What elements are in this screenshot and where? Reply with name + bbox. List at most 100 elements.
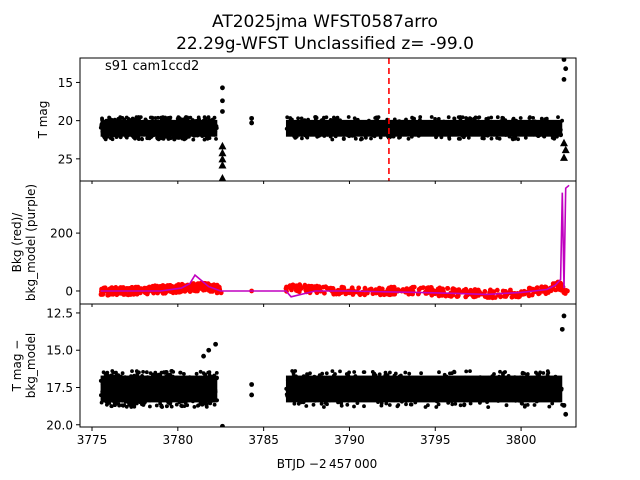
- bottom-point: [547, 387, 551, 392]
- top-point: [147, 120, 152, 124]
- middle-bkg-point: [386, 285, 392, 291]
- bottom-point: [213, 388, 218, 393]
- top-point: [472, 129, 477, 134]
- top-point: [516, 137, 520, 142]
- top-point: [130, 116, 135, 121]
- bottom-point: [129, 374, 133, 378]
- middle-bkg-point: [454, 294, 460, 299]
- bottom-point: [538, 391, 542, 396]
- top-point: [294, 134, 299, 139]
- bottom-point: [337, 392, 342, 397]
- top-y-axis-label: T mag: [36, 101, 50, 140]
- bottom-point: [296, 401, 301, 406]
- top-upper-limit-marker: [218, 160, 227, 169]
- top-point: [346, 133, 350, 138]
- top-point: [495, 136, 499, 140]
- middle-y-tick-label: 200: [50, 227, 73, 241]
- top-point: [447, 136, 452, 141]
- bottom-point: [311, 402, 316, 407]
- bottom-point: [505, 393, 510, 398]
- top-point: [504, 123, 509, 128]
- bottom-point: [344, 372, 349, 376]
- top-point: [351, 124, 356, 129]
- top-point: [503, 133, 508, 137]
- top-point: [152, 131, 156, 136]
- bottom-point: [422, 377, 427, 382]
- bottom-point: [518, 375, 523, 380]
- top-upper-limit-marker: [218, 141, 227, 150]
- bottom-point: [134, 369, 139, 373]
- top-point: [518, 116, 523, 120]
- top-point: [458, 125, 462, 130]
- top-y-tick-label: 25: [58, 152, 73, 166]
- bottom-point: [510, 398, 515, 403]
- top-point: [285, 115, 290, 120]
- bottom-point: [482, 395, 486, 400]
- bottom-point: [185, 381, 190, 386]
- bottom-point: [169, 381, 174, 386]
- top-point: [124, 134, 128, 139]
- top-point: [483, 129, 487, 134]
- bottom-point: [373, 373, 378, 378]
- bottom-point: [185, 376, 189, 381]
- bottom-point: [478, 401, 482, 405]
- top-point: [144, 118, 149, 123]
- top-point: [399, 121, 403, 126]
- top-point: [292, 126, 297, 131]
- bottom-point: [111, 387, 116, 391]
- bottom-point: [373, 383, 378, 388]
- top-point: [406, 136, 411, 141]
- bottom-point: [330, 369, 335, 373]
- bottom-point: [174, 402, 179, 407]
- top-point: [425, 131, 430, 136]
- top-point: [100, 122, 104, 127]
- top-point: [136, 137, 141, 142]
- bottom-point: [517, 382, 522, 386]
- top-point: [441, 119, 446, 124]
- bottom-point: [203, 372, 207, 377]
- top-point: [328, 131, 333, 136]
- top-point: [121, 130, 126, 134]
- top-point: [330, 137, 335, 142]
- bottom-point: [541, 378, 545, 383]
- top-point: [411, 126, 415, 131]
- top-point: [482, 133, 487, 138]
- bottom-point: [120, 371, 125, 376]
- top-point: [355, 117, 360, 122]
- bottom-point: [149, 376, 154, 380]
- bottom-point: [392, 394, 397, 399]
- bottom-point: [392, 398, 397, 403]
- bottom-point: [345, 386, 350, 391]
- top-point: [431, 122, 436, 127]
- top-point: [404, 117, 408, 122]
- top-point: [347, 130, 351, 134]
- top-point: [556, 122, 561, 127]
- top-point: [484, 122, 489, 127]
- top-point: [483, 125, 487, 130]
- top-point: [433, 117, 437, 121]
- middle-bkg-point: [176, 282, 182, 287]
- bottom-panel-frame: [79, 303, 577, 428]
- top-outlier-point: [249, 115, 255, 121]
- bottom-point: [146, 385, 151, 390]
- bottom-point: [353, 374, 358, 378]
- bottom-point: [182, 372, 186, 376]
- bottom-point: [298, 398, 302, 403]
- bottom-point: [501, 371, 506, 376]
- bottom-point: [468, 401, 473, 406]
- middle-bkg-point: [429, 292, 435, 298]
- panel-annotation: s91 cam1ccd2: [105, 59, 199, 74]
- bottom-point: [394, 377, 399, 382]
- top-point: [197, 124, 201, 128]
- top-point: [469, 120, 474, 125]
- x-axis-label: BTJD −2 457 000: [277, 457, 377, 471]
- bottom-point: [514, 391, 519, 396]
- top-point: [396, 119, 401, 124]
- bottom-point: [521, 397, 526, 401]
- top-point: [376, 115, 381, 119]
- bottom-point: [192, 405, 197, 409]
- bottom-point: [138, 376, 143, 380]
- top-point: [198, 119, 203, 124]
- middle-bkg-point: [134, 285, 140, 290]
- top-point: [98, 125, 103, 130]
